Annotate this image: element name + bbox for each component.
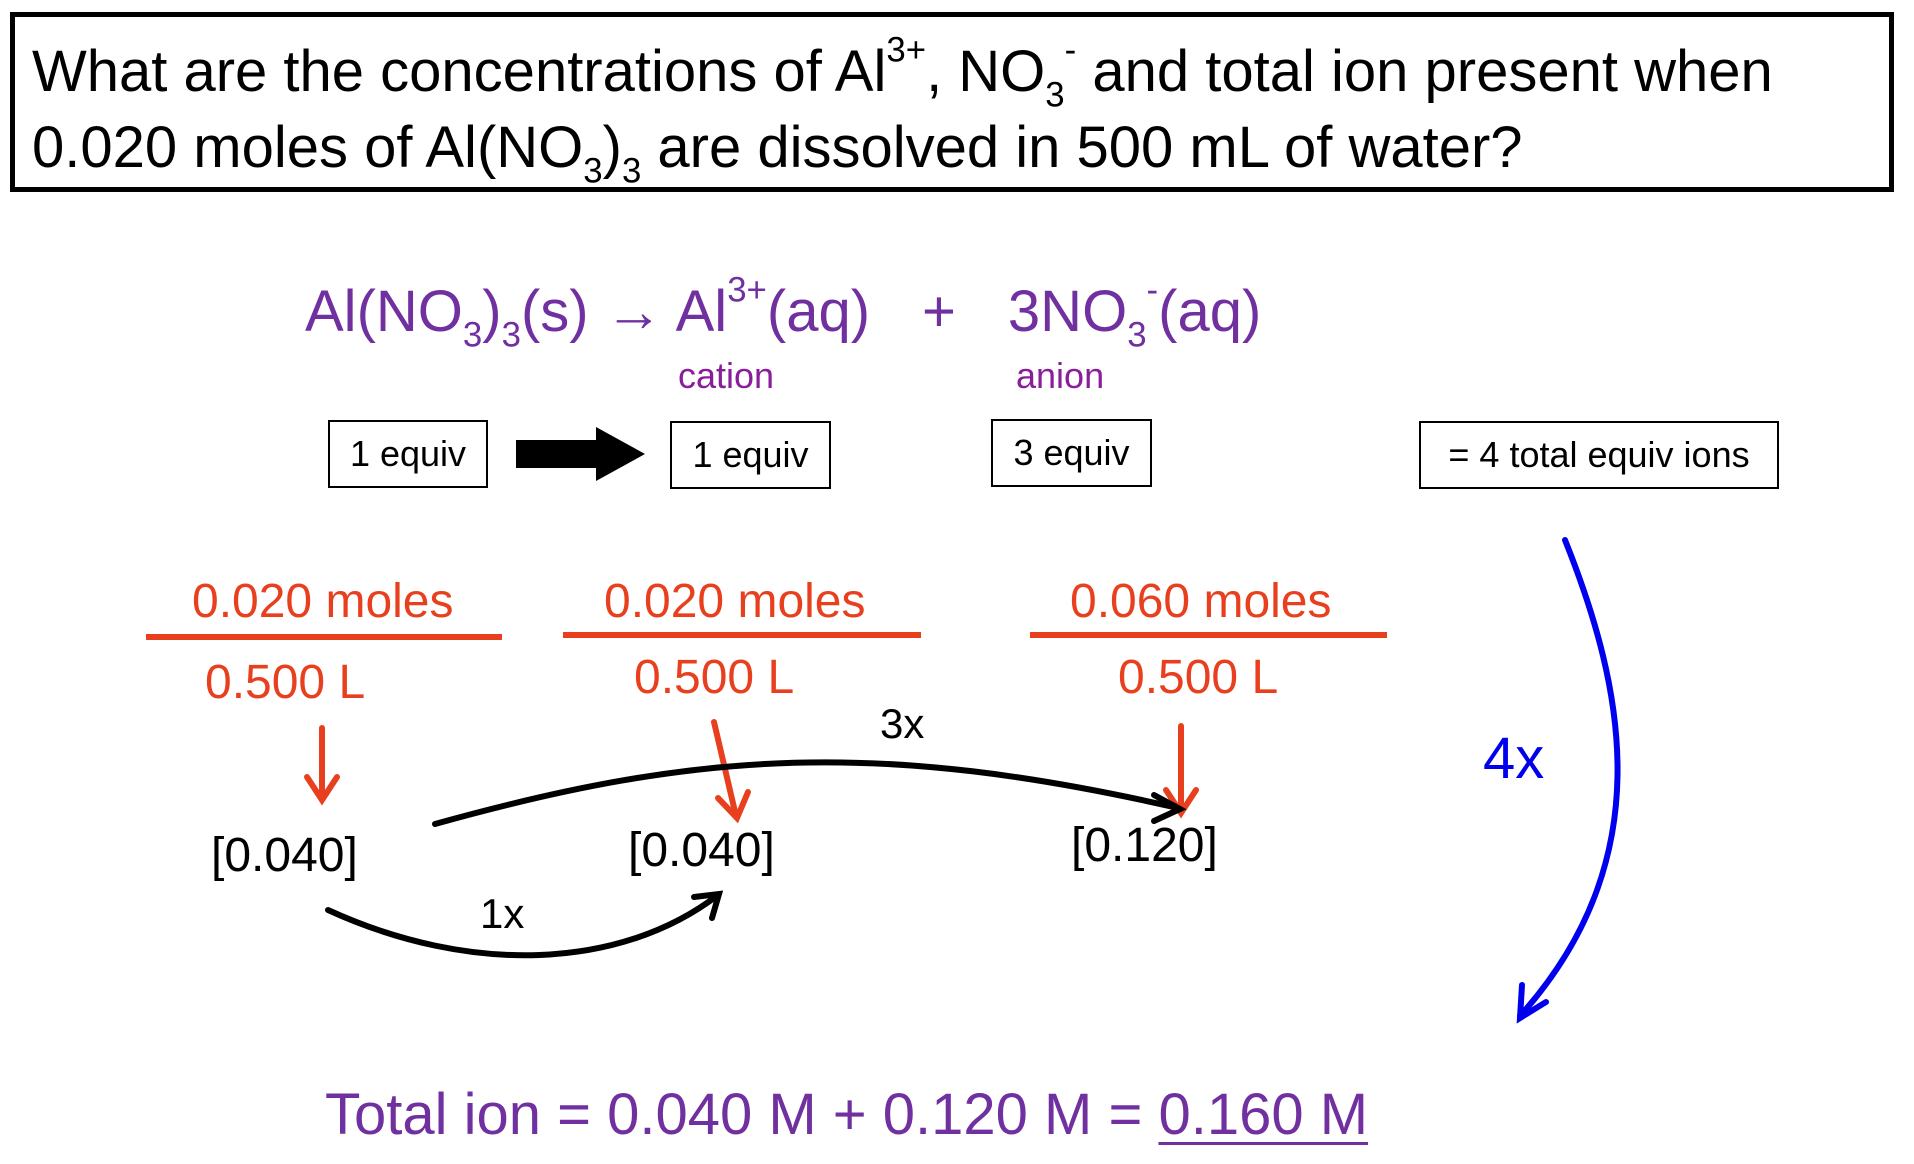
three-x-curved-arrow-icon — [432, 759, 1187, 827]
cation-equiv-box: 1 equiv — [670, 421, 831, 489]
reaction-arrow: → — [604, 279, 663, 344]
cation-volume: 0.500 L — [634, 651, 795, 704]
total-ion-answer: 0.160 M — [1158, 1082, 1369, 1147]
equiv-right-arrow-icon — [516, 427, 645, 481]
cation-moles: 0.020 moles — [604, 575, 866, 628]
total-equiv-box: = 4 total equiv ions — [1419, 421, 1779, 489]
reactant-concentration: [0.040] — [211, 829, 358, 882]
question-line-1: What are the concentrations of Al3+, NO3… — [32, 30, 1773, 115]
question-box: What are the concentrations of Al3+, NO3… — [10, 12, 1894, 192]
anion-formula: 3NO3-(aq) — [1007, 270, 1262, 355]
anion-moles: 0.060 moles — [1070, 575, 1332, 628]
reactant-equiv-box: 1 equiv — [328, 420, 488, 488]
four-x-curved-arrow-icon — [1516, 537, 1621, 1024]
question-line-2: 0.020 moles of Al(NO3)3 are dissolved in… — [32, 115, 1523, 191]
reactant-volume: 0.500 L — [205, 656, 366, 709]
cation-fraction-bar — [563, 632, 921, 638]
total-ion-line: Total ion = 0.040 M + 0.120 M = 0.160 M — [325, 1086, 1368, 1144]
total-ion-expression: Total ion = 0.040 M + 0.120 M = — [325, 1082, 1159, 1147]
dissociation-equation: Al(NO3)3(s) → Al3+(aq) +3NO3-(aq) — [305, 273, 1261, 353]
one-x-label: 1x — [480, 890, 525, 937]
anion-fraction-bar — [1030, 632, 1387, 638]
reactant-formula: Al(NO3)3(s) — [305, 279, 589, 355]
cation-label: cation — [678, 355, 775, 396]
anion-label: anion — [1016, 355, 1105, 396]
reactant-fraction-bar — [146, 634, 502, 640]
anion-equiv-box: 3 equiv — [991, 419, 1152, 487]
three-x-label: 3x — [880, 700, 925, 747]
anion-volume: 0.500 L — [1118, 651, 1279, 704]
anion-concentration: [0.120] — [1071, 819, 1218, 872]
reactant-moles: 0.020 moles — [192, 575, 454, 628]
plus-sign: + — [922, 279, 956, 344]
four-x-label: 4x — [1483, 726, 1545, 791]
one-x-curved-arrow-icon — [325, 890, 724, 959]
cation-concentration: [0.040] — [628, 824, 775, 877]
red-down-arrow-1-icon — [304, 725, 340, 806]
red-down-arrow-3-icon — [1163, 723, 1199, 819]
cation-formula: Al3+(aq) — [675, 270, 871, 344]
